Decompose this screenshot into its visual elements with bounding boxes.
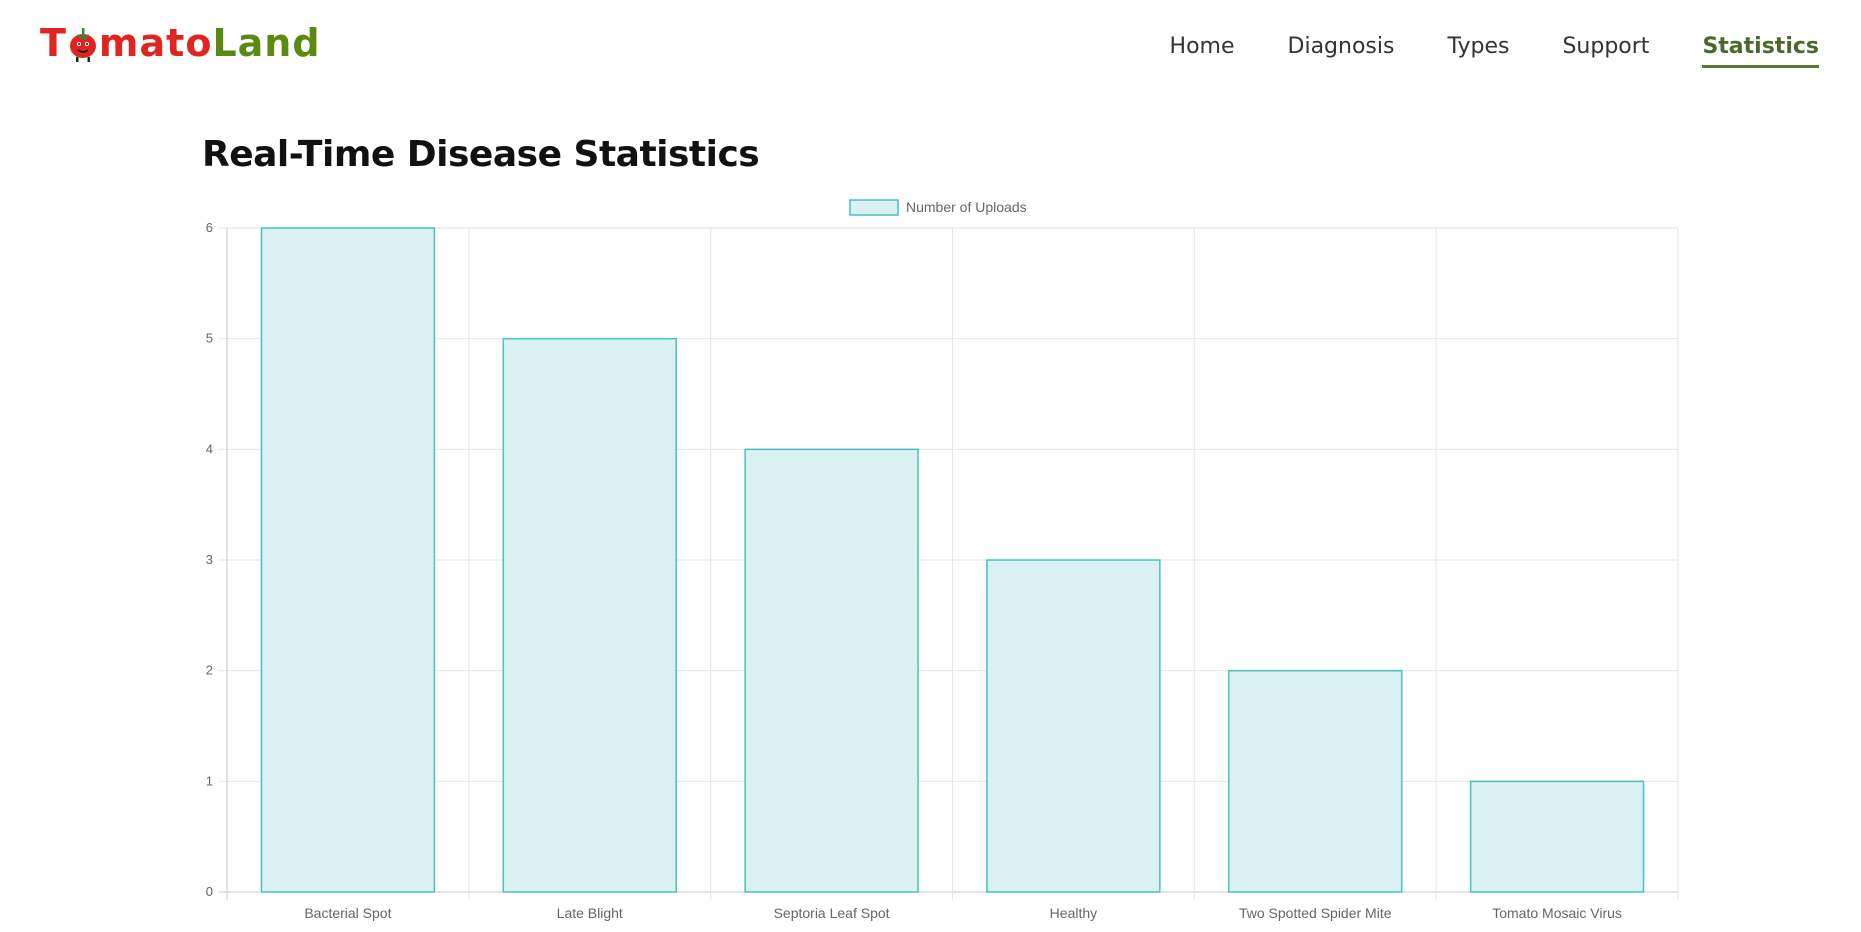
tomato-mascot-icon (69, 28, 96, 62)
x-category-label: Healthy (1050, 905, 1097, 921)
x-category-label: Bacterial Spot (304, 905, 391, 921)
nav-link-statistics[interactable]: Statistics (1702, 34, 1819, 68)
y-tick-label: 2 (206, 663, 213, 678)
bar (744, 448, 919, 893)
x-category-label: Tomato Mosaic Virus (1492, 905, 1622, 921)
x-category-label: Septoria Leaf Spot (774, 905, 890, 921)
logo-text-a: T (40, 21, 67, 65)
bar (502, 337, 677, 893)
x-category-label: Two Spotted Spider Mite (1239, 905, 1392, 921)
y-tick-label: 5 (206, 331, 213, 346)
y-tick-label: 6 (206, 220, 213, 235)
bar (260, 227, 436, 893)
y-tick-label: 4 (206, 441, 213, 456)
navbar: T mato Land Home Diagnosis Types Support… (0, 0, 1861, 96)
legend-swatch (849, 199, 899, 216)
x-category-label: Late Blight (557, 905, 623, 921)
nav-link-types[interactable]: Types (1447, 34, 1510, 59)
logo-text-b: Land (212, 21, 321, 65)
logo[interactable]: T mato Land (40, 22, 321, 62)
nav-link-home[interactable]: Home (1169, 34, 1235, 59)
nav-link-diagnosis[interactable]: Diagnosis (1287, 34, 1395, 59)
nav-link-support[interactable]: Support (1562, 34, 1650, 59)
bar (1469, 780, 1645, 893)
main-nav: Home Diagnosis Types Support Statistics (1170, 34, 1819, 68)
bar (1228, 669, 1403, 893)
y-tick-label: 3 (206, 552, 213, 567)
y-tick-label: 0 (206, 884, 213, 899)
page-title: Real-Time Disease Statistics (202, 134, 760, 175)
bar (986, 559, 1161, 893)
logo-text-a-rest: mato (98, 21, 213, 65)
y-tick-label: 1 (206, 773, 213, 788)
legend-label: Number of Uploads (906, 199, 1027, 215)
